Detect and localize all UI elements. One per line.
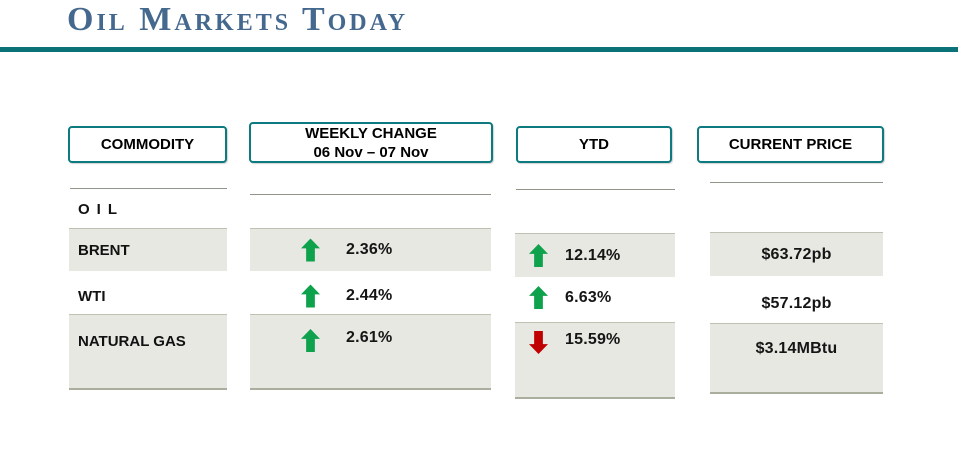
ytd-value: 6.63% [565,288,612,306]
weekly-change-value: 2.36% [346,241,393,258]
page-title: Oil Markets Today [67,1,409,38]
cell-brent-commodity: BRENT [69,228,227,271]
ytd-value: 12.14% [565,246,621,264]
header-commodity-label: COMMODITY [100,136,195,153]
commodity-label: NATURAL GAS [78,333,186,350]
trend-arrow-icon [529,244,548,267]
header-ytd: YTD [516,126,672,163]
cell-brent-price: $63.72pb [710,232,883,276]
trend-arrow-icon [301,284,320,308]
cell-naturalgas-commodity: NATURAL GAS [69,314,227,390]
cell-wti-price: $57.12pb [710,290,883,318]
header-weekly-change: WEEKLY CHANGE 06 Nov – 07 Nov [249,122,493,163]
commodity-label: WTI [78,287,106,305]
header-commodity: COMMODITY [68,126,227,163]
cell-naturalgas-ytd: 15.59% [515,322,675,399]
trend-arrow-icon [301,238,320,262]
column-divider-price [710,182,883,183]
weekly-change-value: 2.44% [346,287,393,304]
cell-naturalgas-weekly: 2.61% [250,314,491,390]
header-ytd-label: YTD [579,136,609,153]
cell-naturalgas-price: $3.14MBtu [710,323,883,394]
current-price-value: $57.12pb [761,295,832,312]
cell-wti-ytd: 6.63% [515,284,675,311]
trend-arrow-icon [301,329,320,352]
trend-arrow-icon [529,286,548,309]
header-current-price-label: CURRENT PRICE [728,136,853,153]
current-price-value: $3.14MBtu [755,340,838,357]
header-weekly-line1: WEEKLY CHANGE [305,124,437,142]
column-divider-ytd [516,189,675,190]
cell-brent-ytd: 12.14% [515,233,675,277]
column-divider-weekly [250,194,491,195]
column-divider-commodity [70,188,227,189]
cell-brent-weekly: 2.36% [250,228,491,271]
header-weekly-line2: 06 Nov – 07 Nov [313,143,429,161]
commodity-label: BRENT [78,241,130,259]
trend-arrow-icon [529,331,548,354]
cell-wti-commodity: WTI [69,282,227,310]
current-price-value: $63.72pb [761,245,832,263]
ytd-value: 15.59% [565,331,621,348]
title-divider [0,47,958,52]
header-current-price: CURRENT PRICE [697,126,884,163]
cell-wti-weekly: 2.44% [250,282,491,310]
weekly-change-value: 2.61% [346,329,393,346]
section-label-oil: OIL [78,201,124,218]
